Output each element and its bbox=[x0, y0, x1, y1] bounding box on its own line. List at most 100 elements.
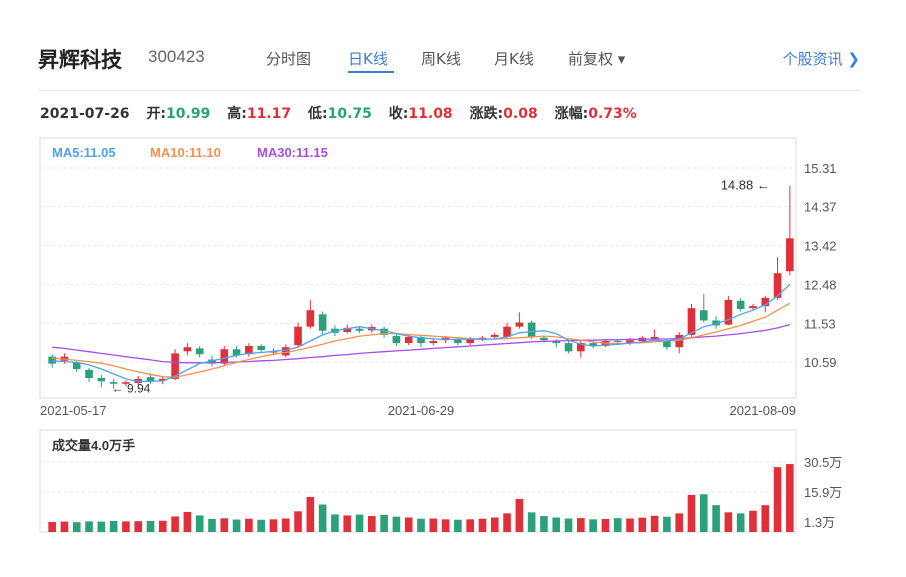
volume-bar bbox=[687, 494, 696, 532]
candle-body bbox=[527, 322, 536, 337]
tab-daily-kline[interactable]: 日K线 bbox=[348, 50, 388, 68]
volume-bar bbox=[355, 514, 364, 532]
candle-body bbox=[761, 297, 770, 307]
candle-body bbox=[687, 308, 696, 335]
volume-bar bbox=[331, 514, 339, 532]
price-tick-label: 15.31 bbox=[804, 161, 837, 176]
volume-bar bbox=[638, 517, 647, 532]
ma5-line bbox=[52, 283, 791, 382]
volume-bar bbox=[490, 517, 499, 532]
candle-body bbox=[48, 356, 56, 364]
volume-bar bbox=[109, 520, 118, 532]
candle-body bbox=[146, 377, 155, 382]
candle-body bbox=[306, 310, 315, 327]
candle-body bbox=[109, 382, 118, 384]
change-value: 0.08 bbox=[503, 106, 538, 122]
price-tick-label: 11.53 bbox=[804, 316, 836, 331]
candle-body bbox=[564, 343, 573, 352]
volume-bar bbox=[368, 516, 376, 532]
volume-bar bbox=[613, 518, 622, 532]
volume-bar bbox=[392, 516, 401, 532]
high-annotation: 14.88 ← bbox=[721, 178, 770, 193]
candle-body bbox=[613, 341, 622, 343]
tab-monthly-kline[interactable]: 月K线 bbox=[494, 50, 534, 68]
volume-tick-label: 30.5万 bbox=[804, 455, 842, 470]
volume-bar bbox=[663, 516, 671, 532]
open-label: 开: bbox=[146, 106, 167, 122]
volume-bar bbox=[404, 517, 413, 532]
candle-body bbox=[220, 349, 229, 364]
volume-bar bbox=[552, 517, 561, 532]
price-tick-label: 12.48 bbox=[804, 277, 837, 292]
pct-label: 涨幅: bbox=[554, 106, 589, 122]
volume-bar bbox=[48, 522, 56, 532]
active-tab-indicator bbox=[348, 71, 394, 73]
candle-body bbox=[318, 314, 327, 331]
volume-bar bbox=[281, 518, 290, 532]
volume-bar bbox=[712, 505, 720, 532]
candle-body bbox=[72, 362, 81, 369]
price-tick-label: 14.37 bbox=[804, 200, 837, 215]
volume-bar bbox=[736, 513, 745, 532]
volume-bar bbox=[466, 519, 474, 532]
candle-body bbox=[195, 348, 204, 355]
volume-bar bbox=[306, 496, 315, 532]
volume-bar bbox=[441, 519, 450, 532]
volume-bar bbox=[786, 464, 794, 532]
tab-intraday[interactable]: 分时图 bbox=[266, 50, 312, 68]
candle-body bbox=[454, 338, 462, 344]
volume-bar bbox=[577, 518, 585, 532]
volume-bar bbox=[503, 513, 511, 532]
volume-bar bbox=[158, 520, 167, 532]
quote-bar: 2021-07-26 开:10.99 高:11.17 低:10.75 收:11.… bbox=[40, 103, 649, 123]
stock-info-link[interactable]: 个股资讯 ❯ bbox=[782, 50, 860, 68]
volume-title: 成交量4.0万手 bbox=[52, 438, 135, 453]
volume-bar bbox=[72, 522, 81, 532]
candle-body bbox=[466, 338, 474, 344]
candle-body bbox=[257, 345, 265, 351]
volume-bar bbox=[269, 519, 278, 532]
candle-body bbox=[626, 340, 634, 344]
volume-bar bbox=[85, 521, 93, 532]
date-tick-label: 2021-05-17 bbox=[40, 403, 107, 418]
volume-bar bbox=[675, 513, 684, 532]
price-panel-frame bbox=[39, 137, 797, 399]
open-value: 10.99 bbox=[166, 106, 211, 122]
volume-bar bbox=[257, 519, 265, 532]
candle-body bbox=[786, 238, 794, 272]
close-label: 收: bbox=[388, 106, 409, 122]
candle-body bbox=[281, 347, 290, 356]
candle-body bbox=[490, 334, 499, 337]
volume-bar bbox=[540, 516, 548, 532]
price-adjust-dropdown[interactable]: 前复权 ▾ bbox=[568, 50, 626, 68]
volume-bar bbox=[454, 519, 462, 532]
candle-body bbox=[540, 337, 548, 341]
tab-weekly-kline[interactable]: 周K线 bbox=[421, 50, 461, 68]
volume-bar bbox=[527, 512, 536, 532]
volume-bar bbox=[589, 519, 597, 532]
candle-body bbox=[699, 310, 708, 321]
volume-bar bbox=[294, 511, 302, 532]
candle-body bbox=[577, 343, 585, 352]
price-tick-label: 10.59 bbox=[804, 355, 837, 370]
volume-bar bbox=[343, 515, 352, 532]
candle-body bbox=[158, 378, 167, 381]
candle-body bbox=[675, 334, 684, 348]
volume-bar bbox=[195, 515, 204, 532]
volume-bar bbox=[724, 512, 733, 532]
candle-body bbox=[122, 382, 130, 384]
ma-legend-item: MA10:11.10 bbox=[150, 145, 221, 160]
candle-body bbox=[85, 369, 93, 379]
volume-bar bbox=[60, 521, 69, 532]
date-tick-label: 2021-06-29 bbox=[388, 403, 455, 418]
volume-bar bbox=[699, 494, 708, 532]
date-tick-label: 2021-08-09 bbox=[730, 403, 797, 418]
high-value: 11.17 bbox=[246, 106, 292, 122]
volume-bar bbox=[318, 504, 327, 532]
volume-bar bbox=[232, 519, 241, 532]
volume-bar bbox=[122, 521, 130, 532]
volume-bar bbox=[601, 518, 610, 532]
volume-bar bbox=[245, 518, 253, 532]
candle-body bbox=[380, 328, 388, 335]
